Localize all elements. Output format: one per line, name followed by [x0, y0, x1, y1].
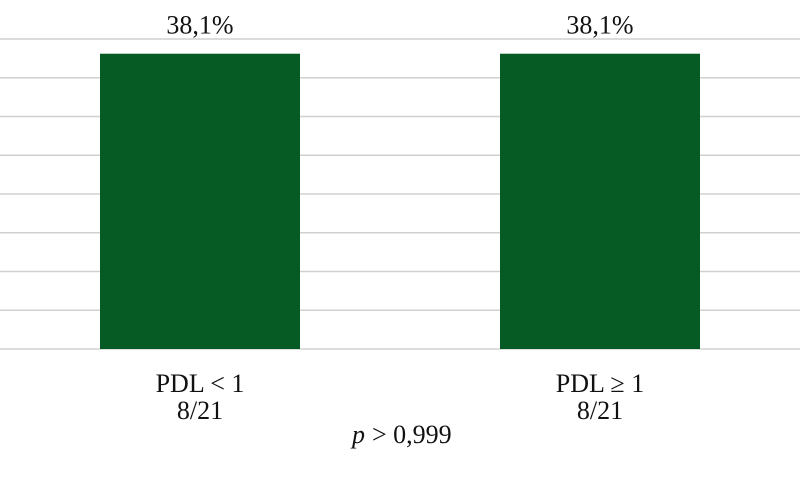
bar — [100, 53, 300, 349]
x-tick-count: 8/21 — [577, 396, 623, 425]
x-tick-count: 8/21 — [177, 396, 223, 425]
annotation-variable: p — [350, 420, 365, 449]
annotation-text: > 0,999 — [372, 420, 452, 449]
value-label: 38,1% — [566, 11, 633, 40]
bar — [500, 53, 700, 349]
x-tick-label: PDL < 1 — [156, 369, 245, 398]
value-label: 38,1% — [166, 11, 233, 40]
x-tick-label: PDL ≥ 1 — [556, 369, 644, 398]
